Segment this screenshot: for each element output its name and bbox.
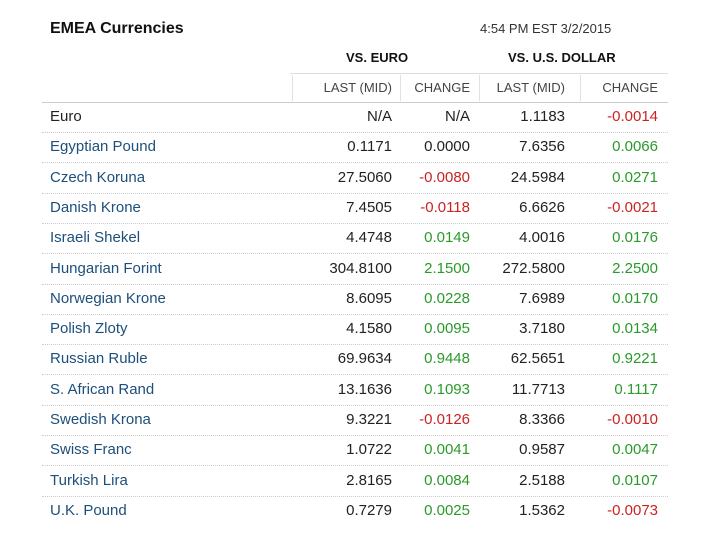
change-cell: 0.0025 — [424, 501, 470, 519]
last-cell: 0.9587 — [519, 441, 565, 459]
currency-name[interactable]: Danish Krone — [50, 198, 141, 216]
last-cell: 27.5060 — [337, 168, 392, 186]
change-cell: 0.1117 — [614, 380, 658, 398]
last-cell: 2.8165 — [346, 471, 392, 489]
last-cell: 7.6356 — [519, 138, 565, 156]
currency-name[interactable]: Polish Zloty — [50, 320, 128, 338]
last-cell: 0.1171 — [347, 138, 392, 156]
change-cell: 2.1500 — [424, 259, 470, 277]
row-divider — [42, 162, 668, 164]
last-cell: 8.3366 — [519, 411, 565, 428]
change-cell: -0.0021 — [607, 198, 658, 216]
currency-name[interactable]: Hungarian Forint — [50, 259, 162, 277]
rule — [42, 102, 668, 103]
currency-name[interactable]: Egyptian Pound — [50, 138, 156, 156]
last-cell: 6.6626 — [519, 198, 565, 216]
currency-name[interactable]: Swedish Krona — [50, 411, 151, 428]
change-cell: 0.0176 — [612, 229, 658, 247]
currency-name[interactable]: Turkish Lira — [50, 471, 128, 489]
last-cell: 1.0722 — [346, 441, 392, 459]
group-header: VS. EURO — [346, 50, 409, 65]
currency-name[interactable]: S. African Rand — [50, 380, 155, 398]
group-header: VS. U.S. DOLLAR — [508, 50, 616, 65]
change-cell: 0.0047 — [612, 441, 658, 459]
last-cell: 13.1636 — [337, 380, 392, 398]
row-divider — [42, 465, 668, 467]
last-cell: 69.9634 — [337, 350, 392, 368]
change-cell: 0.0228 — [424, 289, 470, 307]
change-cell: 0.9448 — [424, 350, 470, 368]
column-header: LAST (MID) — [496, 80, 565, 95]
change-cell: 0.0095 — [424, 320, 470, 338]
row-divider — [42, 344, 668, 346]
currency-name[interactable]: Russian Ruble — [50, 350, 148, 368]
last-cell: 24.5984 — [510, 168, 565, 186]
row-divider — [42, 404, 668, 406]
currency-name: Euro — [50, 108, 82, 125]
row-divider — [42, 435, 668, 436]
change-cell: -0.0118 — [420, 198, 470, 216]
last-cell: 8.6095 — [346, 289, 392, 307]
row-divider — [42, 495, 668, 497]
column-header: CHANGE — [414, 80, 470, 95]
row-divider — [42, 192, 668, 194]
separator — [400, 75, 401, 101]
change-cell: -0.0014 — [607, 108, 658, 125]
last-cell: 4.4748 — [346, 229, 392, 247]
change-cell: -0.0080 — [419, 168, 470, 186]
change-cell: 0.1093 — [424, 380, 470, 398]
last-cell: 11.7713 — [511, 380, 565, 398]
rule — [290, 73, 668, 74]
change-cell: 0.0134 — [612, 320, 658, 338]
separator — [479, 75, 480, 101]
change-cell: 0.0041 — [424, 441, 470, 459]
change-cell: 0.9221 — [612, 350, 658, 368]
change-cell: 0.0170 — [612, 289, 658, 307]
timestamp: 4:54 PM EST 3/2/2015 — [480, 21, 612, 36]
change-cell: -0.0073 — [607, 501, 658, 519]
row-divider — [42, 132, 668, 133]
currency-name[interactable]: U.K. Pound — [50, 501, 127, 519]
title: EMEA Currencies — [50, 20, 184, 37]
change-cell: 0.0149 — [424, 229, 470, 247]
currency-name[interactable]: Israeli Shekel — [50, 229, 141, 247]
separator — [292, 75, 293, 101]
row-divider — [42, 283, 668, 285]
last-cell: 7.4505 — [346, 198, 392, 216]
last-cell: 62.5651 — [510, 350, 565, 368]
last-cell: 272.5800 — [502, 259, 565, 277]
separator — [580, 75, 581, 101]
column-header: LAST (MID) — [323, 80, 392, 95]
last-cell: 1.1183 — [520, 108, 565, 125]
last-cell: 2.5188 — [519, 471, 565, 489]
last-cell: 0.7279 — [346, 501, 392, 519]
last-cell: 4.1580 — [346, 320, 392, 338]
last-cell: 1.5362 — [519, 501, 565, 519]
change-cell: 2.2500 — [612, 259, 658, 277]
currency-name[interactable]: Swiss Franc — [50, 441, 132, 459]
last-cell: 304.8100 — [329, 259, 392, 277]
column-header: CHANGE — [602, 80, 658, 95]
row-divider — [42, 313, 668, 315]
last-cell: 7.6989 — [519, 289, 565, 307]
last-cell: N/A — [366, 108, 392, 125]
last-cell: 9.3221 — [346, 411, 392, 428]
row-divider — [42, 222, 668, 224]
currency-name[interactable]: Norwegian Krone — [50, 289, 166, 307]
change-cell: 0.0271 — [612, 168, 658, 186]
row-divider — [42, 253, 668, 255]
currency-name[interactable]: Czech Koruna — [50, 168, 146, 186]
last-cell: 4.0016 — [519, 229, 565, 247]
change-cell: N/A — [444, 108, 470, 125]
change-cell: -0.0126 — [419, 411, 470, 428]
change-cell: -0.0010 — [607, 411, 658, 428]
last-cell: 3.7180 — [519, 320, 565, 338]
change-cell: 0.0066 — [612, 138, 658, 156]
change-cell: 0.0107 — [612, 471, 658, 489]
change-cell: 0.0000 — [424, 138, 470, 156]
change-cell: 0.0084 — [424, 471, 470, 489]
row-divider — [42, 374, 668, 376]
